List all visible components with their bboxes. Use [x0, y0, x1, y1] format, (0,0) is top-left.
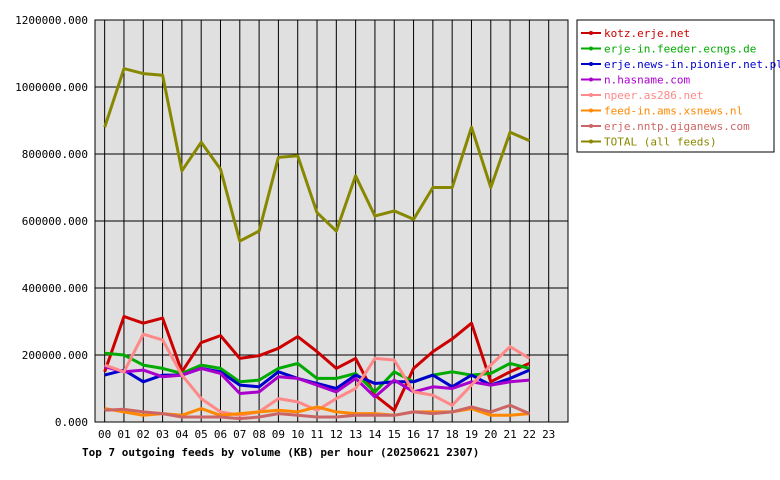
- legend-marker: [589, 93, 593, 97]
- legend: kotz.erje.net erje-in.feeder.ecngs.de erje…: [576, 19, 780, 153]
- legend-marker: [589, 46, 593, 51]
- legend-label: TOTAL (all feeds): [604, 136, 717, 149]
- y-tick-label: 200000.000: [22, 349, 88, 362]
- legend-box: [576, 19, 775, 153]
- x-tick-label: 04: [175, 428, 189, 441]
- x-tick-label: 02: [137, 428, 150, 441]
- legend-label: kotz.erje.net: [604, 27, 690, 40]
- x-tick-label: 21: [503, 428, 516, 441]
- y-tick-label: 1000000.000: [15, 81, 88, 94]
- grid: [95, 20, 568, 422]
- x-tick-label: 09: [272, 428, 285, 441]
- x-tick-label: 15: [388, 428, 401, 441]
- legend-marker: [589, 108, 593, 113]
- x-tick-label: 14: [368, 428, 382, 441]
- x-tick-label: 20: [484, 428, 497, 441]
- x-tick-label: 10: [291, 428, 304, 441]
- legend-label: n.hasname.com: [604, 74, 690, 87]
- y-tick-label: 1200000.000: [15, 14, 88, 27]
- series-line: [104, 403, 530, 421]
- x-tick-label: 03: [156, 428, 169, 441]
- y-axis-ticks: 0.000 200000.000 400000.000 600000.000 80000…: [15, 14, 88, 429]
- x-tick-label: 07: [233, 428, 246, 441]
- x-tick-label: 11: [310, 428, 323, 441]
- x-tick-label: 16: [407, 428, 420, 441]
- legend-label: npeer.as286.net: [604, 89, 703, 102]
- legend-label: erje.news-in.pionier.net.pl: [604, 58, 780, 71]
- y-tick-label: 400000.000: [22, 282, 88, 295]
- x-tick-label: 17: [426, 428, 439, 441]
- x-tick-label: 06: [214, 428, 227, 441]
- series-line: [104, 351, 530, 394]
- legend-label: erje.nntp.giganews.com: [604, 120, 750, 133]
- x-tick-label: 00: [98, 428, 111, 441]
- x-axis-ticks: 00 01 02 03 04 05 06 07 08 09 10 11 12 13 14 15 16 17 18 19…: [98, 428, 555, 441]
- legend-marker: [589, 77, 593, 82]
- legend-label: erje-in.feeder.ecngs.de: [604, 43, 756, 56]
- x-tick-label: 18: [446, 428, 459, 441]
- y-tick-label: 600000.000: [22, 215, 88, 228]
- series-line: [103, 67, 530, 243]
- legend-label: feed-in.ams.xsnews.nl: [604, 105, 743, 118]
- x-tick-label: 05: [195, 428, 208, 441]
- x-tick-label: 13: [349, 428, 362, 441]
- legend-marker: [589, 139, 593, 144]
- legend-marker: [589, 31, 593, 35]
- series-lines: [103, 67, 531, 421]
- y-tick-label: 0.000: [55, 416, 88, 429]
- series-line: [104, 332, 531, 417]
- series-line: [104, 365, 530, 399]
- series-line: [103, 315, 530, 412]
- x-tick-label: 19: [465, 428, 478, 441]
- legend-marker: [589, 124, 593, 128]
- x-tick-label: 08: [252, 428, 265, 441]
- x-tick-label: 12: [330, 428, 343, 441]
- x-tick-label: 22: [523, 428, 536, 441]
- x-tick-label: 23: [542, 428, 555, 441]
- plot-frame: [94, 19, 569, 423]
- x-tick-label: 01: [117, 428, 130, 441]
- y-tick-label: 800000.000: [22, 148, 88, 161]
- legend-marker: [589, 62, 593, 66]
- chart-title: Top 7 outgoing feeds by volume (KB) per …: [82, 446, 479, 459]
